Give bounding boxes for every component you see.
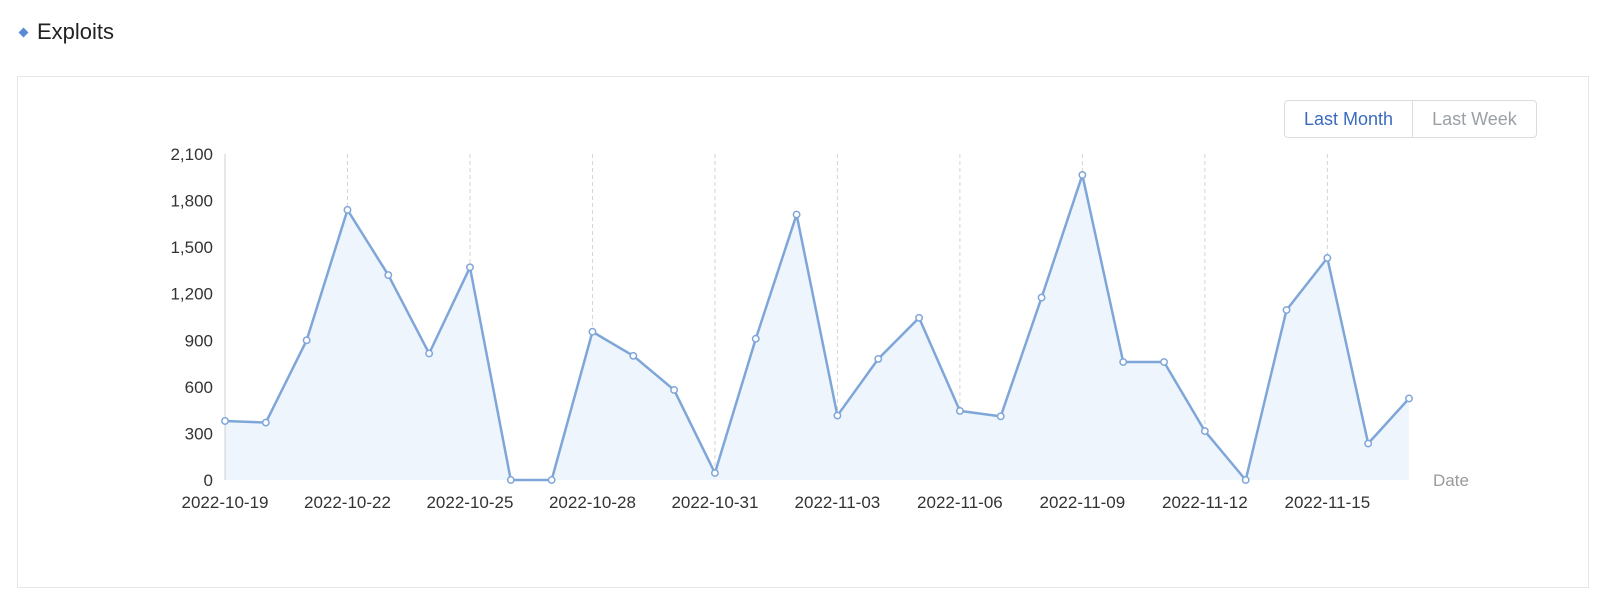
line-layer xyxy=(224,173,1410,482)
data-point xyxy=(466,263,474,272)
x-axis-title: Date xyxy=(1433,471,1469,490)
data-point xyxy=(751,334,760,343)
last-month-button[interactable]: Last Month xyxy=(1304,109,1394,129)
data-point xyxy=(1405,394,1413,403)
data-point xyxy=(302,336,311,345)
series-line xyxy=(224,173,1410,482)
section-header: Exploits xyxy=(18,18,114,46)
data-point xyxy=(1282,306,1291,314)
data-point xyxy=(547,476,556,484)
x-tick-label: 2022-10-22 xyxy=(304,493,391,512)
data-point xyxy=(384,271,393,280)
y-tick-label: 2,100 xyxy=(170,145,213,164)
data-point xyxy=(874,354,883,363)
x-tick-label: 2022-11-03 xyxy=(795,493,881,512)
data-point xyxy=(833,411,842,420)
series-area xyxy=(225,174,1409,480)
data-point xyxy=(1241,476,1250,484)
y-tick-label: 900 xyxy=(185,331,213,350)
y-tick-label: 600 xyxy=(185,378,213,397)
data-point xyxy=(588,327,597,336)
data-point xyxy=(629,351,638,360)
label-layer: 0 300 600 900 1,200 1,500 1,800 2,100 2022-10-19… xyxy=(170,145,1468,512)
x-tick-label: 2022-10-31 xyxy=(671,493,758,512)
data-point xyxy=(1323,254,1332,262)
x-tick-label: 2022-11-06 xyxy=(917,493,1003,512)
last-week-button[interactable]: Last Week xyxy=(1412,101,1536,137)
data-point xyxy=(1200,427,1209,436)
data-point xyxy=(221,417,229,425)
section-title: Exploits xyxy=(37,19,115,44)
data-point xyxy=(792,210,801,219)
x-tick-label: 2022-11-15 xyxy=(1284,493,1370,512)
data-point xyxy=(425,349,434,358)
data-point xyxy=(1037,293,1046,302)
x-tick-label: 2022-11-12 xyxy=(1162,493,1248,512)
data-point xyxy=(1364,439,1373,448)
x-tick-label: 2022-10-28 xyxy=(549,493,636,512)
x-tick-label: 2022-11-09 xyxy=(1040,493,1126,512)
y-tick-label: 300 xyxy=(185,424,213,443)
area-layer xyxy=(225,174,1409,480)
range-toggle-group: Last Month Last Week xyxy=(1284,100,1537,138)
x-tick-label: 2022-10-25 xyxy=(426,493,513,512)
data-point xyxy=(343,205,352,214)
point-layer xyxy=(221,171,1413,484)
data-point xyxy=(670,386,679,394)
data-point xyxy=(1078,171,1087,179)
y-tick-label: 1,200 xyxy=(170,285,213,304)
data-point xyxy=(1160,358,1168,366)
y-tick-label: 1,800 xyxy=(170,192,213,211)
data-point xyxy=(955,406,964,415)
data-point xyxy=(996,412,1005,421)
x-tick-label: 2022-10-19 xyxy=(182,493,269,512)
data-point xyxy=(915,313,924,322)
data-point xyxy=(1119,358,1128,366)
y-tick-label: 0 xyxy=(204,471,213,490)
data-point xyxy=(506,476,515,484)
data-point xyxy=(710,469,719,477)
data-point xyxy=(261,418,270,427)
y-tick-label: 1,500 xyxy=(170,238,213,257)
